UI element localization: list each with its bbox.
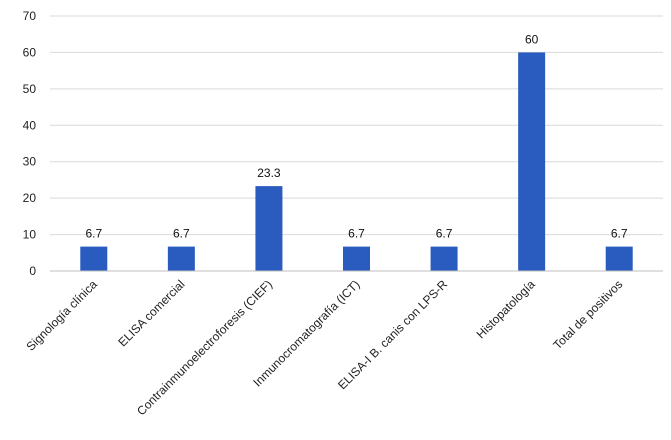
- data-label: 6.7: [348, 227, 365, 241]
- y-tick-label: 20: [23, 191, 37, 205]
- y-tick-label: 40: [23, 118, 37, 132]
- y-tick-label: 10: [23, 228, 37, 242]
- bar: [167, 246, 195, 271]
- data-label: 6.7: [85, 227, 102, 241]
- x-category-label: Signología clínica: [23, 277, 100, 354]
- x-category-label: Total de positivos: [550, 277, 625, 352]
- data-label: 6.7: [436, 227, 453, 241]
- y-tick-label: 60: [23, 45, 37, 59]
- data-labels: 6.7 6.7 23.3 6.7 6.7 60 6.7: [85, 32, 627, 240]
- data-label: 6.7: [173, 227, 190, 241]
- y-tick-label: 50: [23, 82, 37, 96]
- bar: [80, 246, 108, 271]
- y-tick-label: 70: [23, 9, 37, 23]
- data-label: 60: [525, 32, 539, 46]
- x-category-label: Histopatología: [474, 277, 538, 341]
- data-label: 23.3: [257, 166, 281, 180]
- bar: [430, 246, 458, 271]
- bar: [255, 186, 283, 271]
- bar: [518, 52, 546, 271]
- x-axis-category-labels: Signología clínica ELISA comercialContrai…: [23, 277, 625, 418]
- y-axis-tick-labels: 0 10 20 30 40 50 60 70: [23, 9, 37, 278]
- bars: [80, 52, 633, 271]
- y-tick-label: 0: [29, 264, 36, 278]
- gridlines: [50, 15, 663, 236]
- bar: [343, 246, 370, 271]
- x-category-label: ELISA comercial: [115, 277, 187, 349]
- bar: [605, 246, 633, 271]
- y-tick-label: 30: [23, 155, 37, 169]
- data-label: 6.7: [611, 227, 628, 241]
